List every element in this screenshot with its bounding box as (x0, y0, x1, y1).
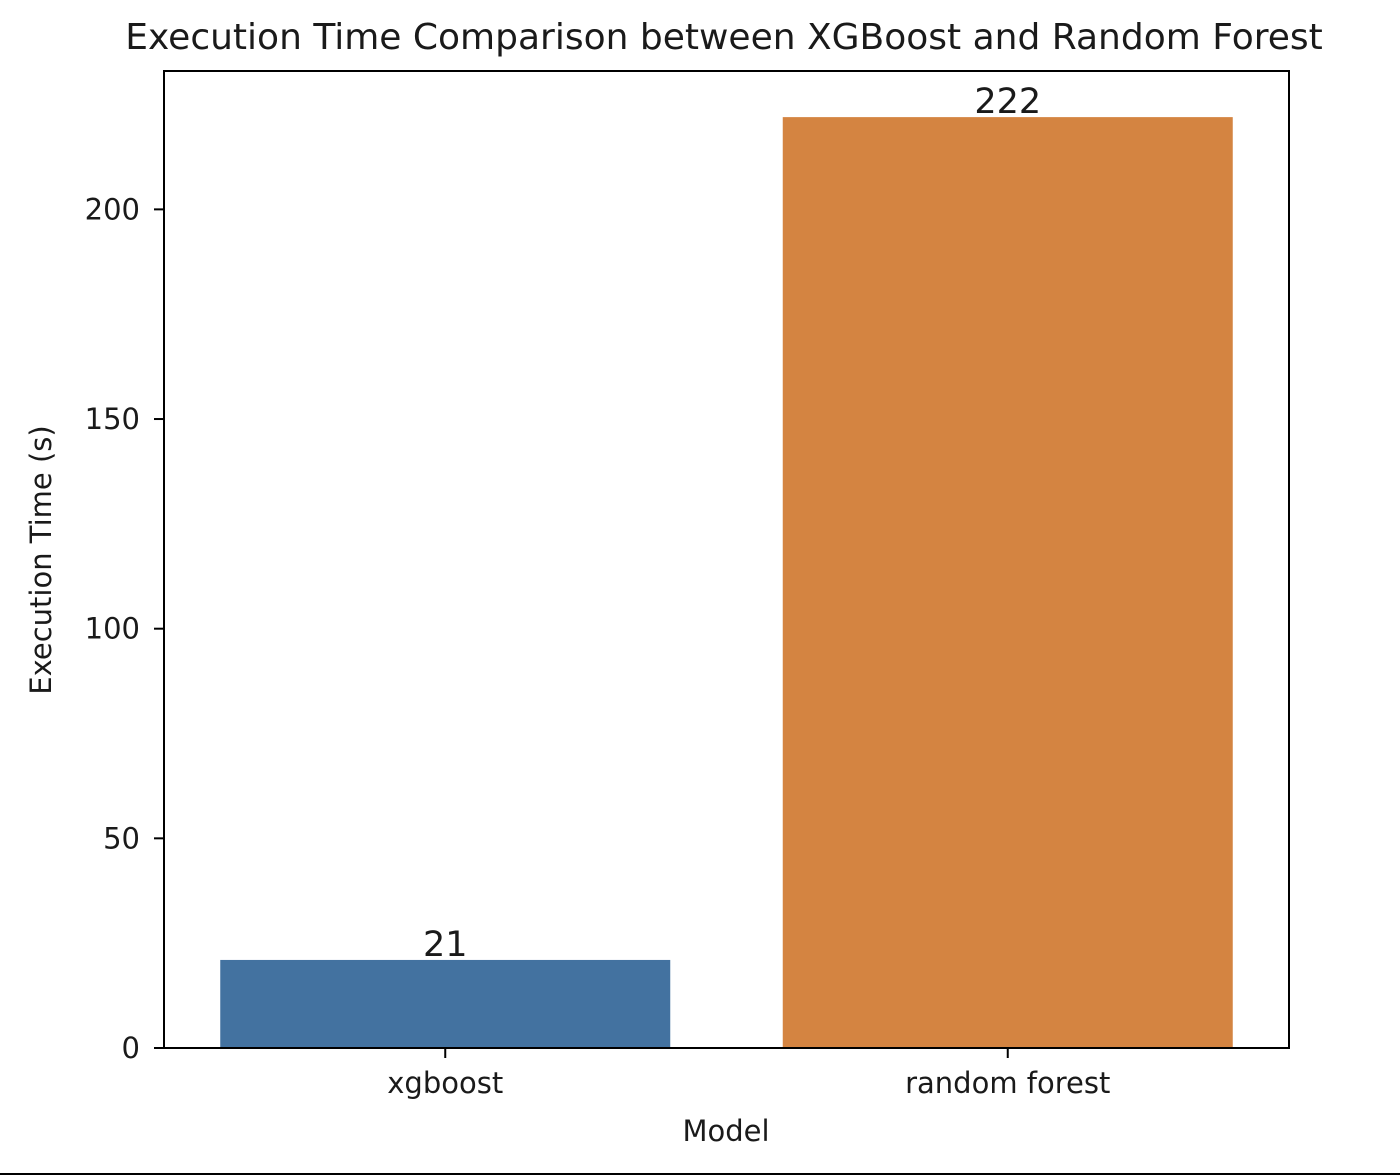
y-axis-label: Execution Time (s) (24, 425, 58, 694)
plot-frame (163, 70, 1290, 1049)
y-axis-ticks: 0 50 100 150 200 (85, 192, 164, 1065)
bar-value-labels: 21 222 (423, 82, 1041, 965)
x-tick-label-xgboost: xgboost (387, 1066, 503, 1100)
x-axis-ticks: xgboost random forest (387, 1048, 1110, 1100)
chart-title: Execution Time Comparison between XGBoos… (125, 17, 1323, 58)
data-label-random-forest: 222 (974, 82, 1041, 122)
bar-xgboost (220, 959, 671, 1048)
bar-random-forest (782, 117, 1233, 1049)
bars-layer (220, 117, 1233, 1049)
y-tick-label-200: 200 (85, 192, 140, 226)
x-tick-label-random-forest: random forest (905, 1066, 1110, 1100)
y-tick-label-50: 50 (103, 821, 140, 855)
y-tick-label-100: 100 (85, 612, 140, 646)
y-tick-label-0: 0 (122, 1031, 140, 1065)
data-label-xgboost: 21 (423, 925, 468, 965)
y-tick-label-150: 150 (85, 402, 140, 436)
x-axis-label: Model (682, 1114, 769, 1148)
